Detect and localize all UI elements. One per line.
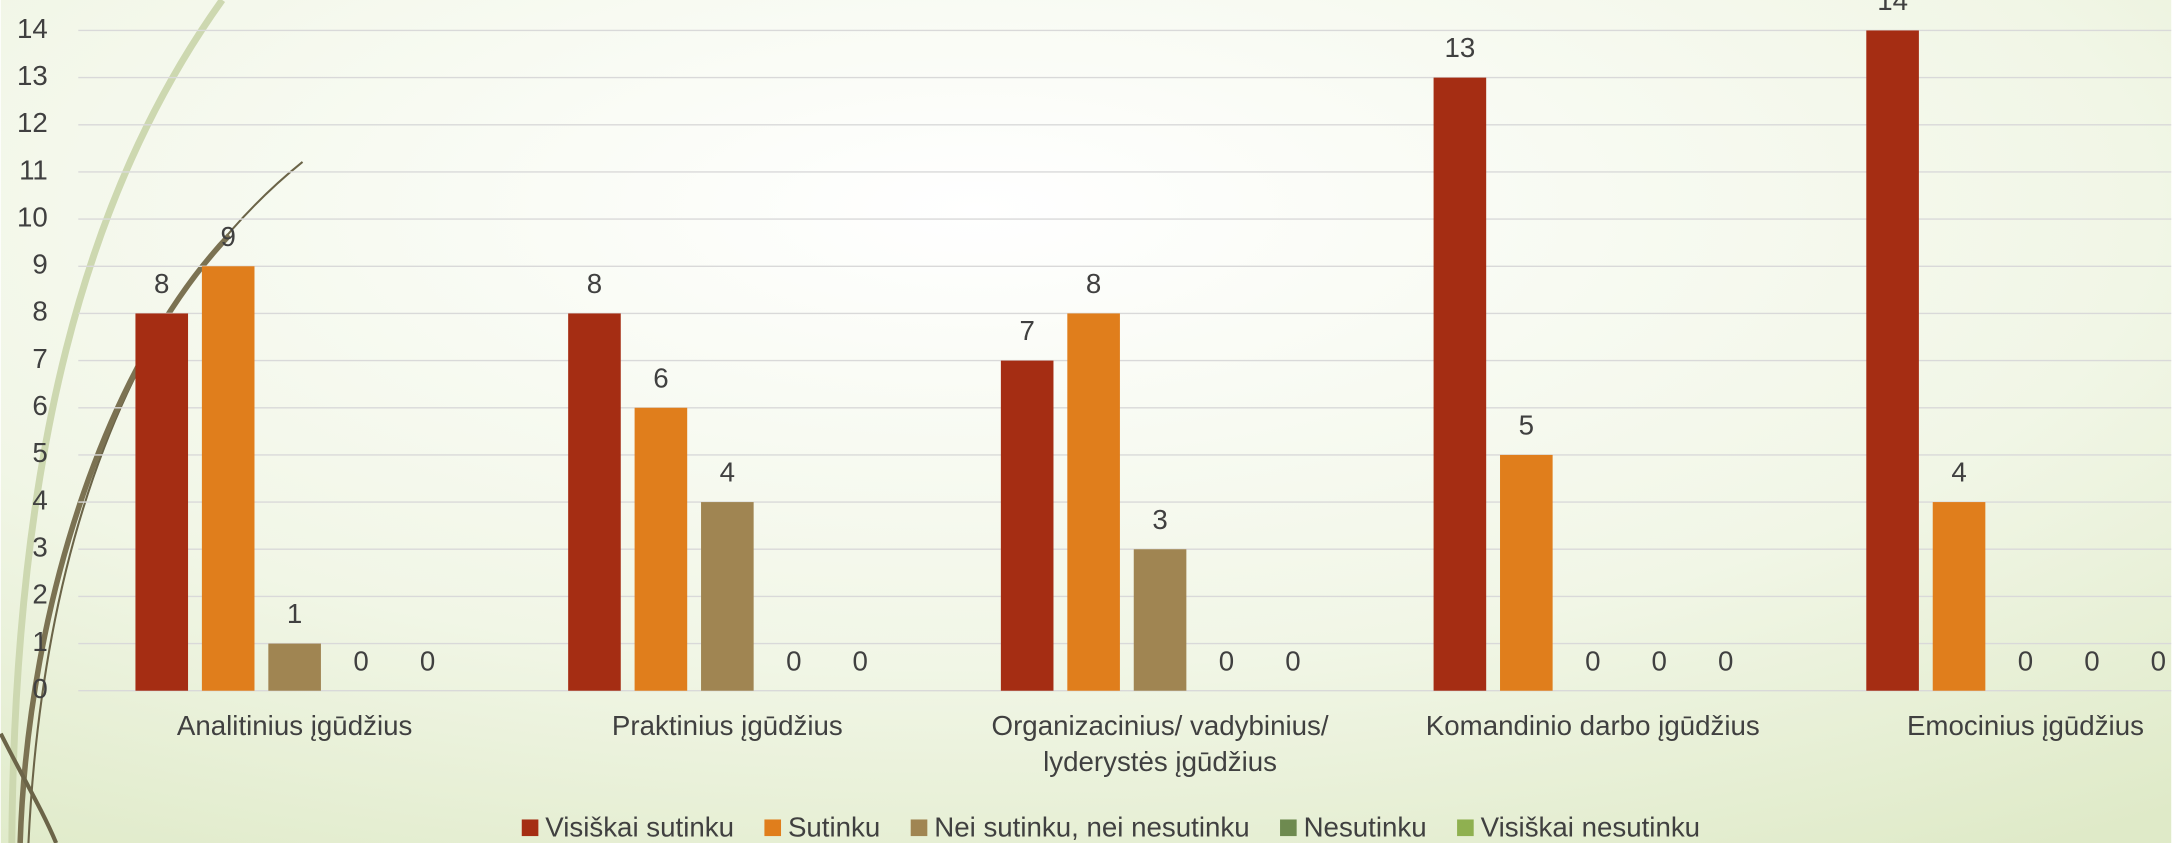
x-tick-label: Analitinius įgūdžius (73, 709, 516, 745)
y-tick-label: 12 (17, 107, 48, 138)
bar (568, 313, 621, 690)
data-label: 0 (353, 645, 368, 676)
y-tick-label: 4 (32, 484, 47, 515)
bar (1434, 78, 1487, 691)
data-label: 6 (653, 362, 668, 393)
data-label: 0 (2018, 645, 2033, 676)
data-label: 7 (1019, 315, 1034, 346)
y-tick-label: 7 (32, 343, 47, 374)
y-tick-label: 1 (32, 626, 47, 657)
y-tick-label: 13 (17, 60, 48, 91)
data-label: 4 (720, 457, 735, 488)
y-tick-label: 6 (32, 390, 47, 421)
x-tick-label-box: Organizacinius/ vadybinius/ lyderystės į… (939, 709, 1382, 792)
y-tick-label: 10 (17, 201, 48, 232)
bar (135, 313, 188, 690)
y-tick-label: 8 (32, 296, 47, 327)
legend-swatch (1457, 819, 1474, 836)
data-label: 0 (1718, 645, 1733, 676)
legend-label: Visiškai nesutinku (1481, 811, 1700, 842)
data-label: 14 (1877, 0, 1908, 16)
bar (701, 502, 754, 691)
x-tick-label: Komandinio darbo įgūdžius (1371, 709, 1814, 745)
data-label: 0 (2084, 645, 2099, 676)
bar (1134, 549, 1187, 690)
x-tick-label-box: Praktinius įgūdžius (506, 709, 949, 792)
x-tick-label: Praktinius įgūdžius (506, 709, 949, 745)
x-tick-label-box: Komandinio darbo įgūdžius (1371, 709, 1814, 792)
data-label: 0 (1585, 645, 1600, 676)
data-label: 0 (420, 645, 435, 676)
x-tick-label: Organizacinius/ vadybinius/ lyderystės į… (939, 709, 1382, 781)
data-label: 3 (1152, 504, 1167, 535)
legend-swatch (911, 819, 928, 836)
data-label: 13 (1444, 32, 1475, 63)
data-label: 0 (853, 645, 868, 676)
y-tick-label: 3 (32, 532, 47, 563)
y-tick-label: 14 (17, 13, 48, 44)
data-label: 8 (1086, 268, 1101, 299)
bar (1933, 502, 1986, 691)
data-label: 0 (2151, 645, 2166, 676)
y-tick-label: 0 (32, 673, 47, 704)
bar (1067, 313, 1120, 690)
data-label: 8 (154, 268, 169, 299)
bar (268, 644, 321, 691)
bar (202, 266, 255, 690)
bar (635, 408, 688, 691)
data-label: 8 (587, 268, 602, 299)
data-label: 4 (1951, 457, 1966, 488)
page: {"chart_data":{"type":"bar", "categories… (0, 0, 2172, 843)
legend-label: Sutinku (788, 811, 880, 842)
bar (1001, 361, 1054, 691)
x-tick-label-box: Analitinius įgūdžius (73, 709, 516, 792)
y-tick-label: 5 (32, 437, 47, 468)
data-label: 9 (220, 221, 235, 252)
bar (1866, 30, 1919, 690)
legend-label: Visiškai sutinku (545, 811, 734, 842)
legend-swatch (1280, 819, 1297, 836)
data-label: 0 (1219, 645, 1234, 676)
y-tick-label: 2 (32, 579, 47, 610)
data-label: 0 (786, 645, 801, 676)
data-label: 0 (1652, 645, 1667, 676)
legend-swatch (522, 819, 539, 836)
x-tick-label-box: Emocinius įgūdžius (1804, 709, 2172, 792)
legend: Visiškai sutinku Sutinku Nei sutinku, nei … (522, 811, 1700, 842)
bar (1500, 455, 1553, 691)
data-label: 0 (1285, 645, 1300, 676)
chart: 01234567891011121314Analitinius įgūdžius… (0, 0, 2172, 843)
legend-swatch (764, 819, 781, 836)
x-tick-label: Emocinius įgūdžius (1804, 709, 2172, 745)
data-label: 1 (287, 598, 302, 629)
y-tick-label: 9 (32, 249, 47, 280)
legend-label: Nei sutinku, nei nesutinku (934, 811, 1249, 842)
data-label: 5 (1519, 410, 1534, 441)
y-tick-label: 11 (19, 154, 48, 185)
legend-label: Nesutinku (1304, 811, 1427, 842)
